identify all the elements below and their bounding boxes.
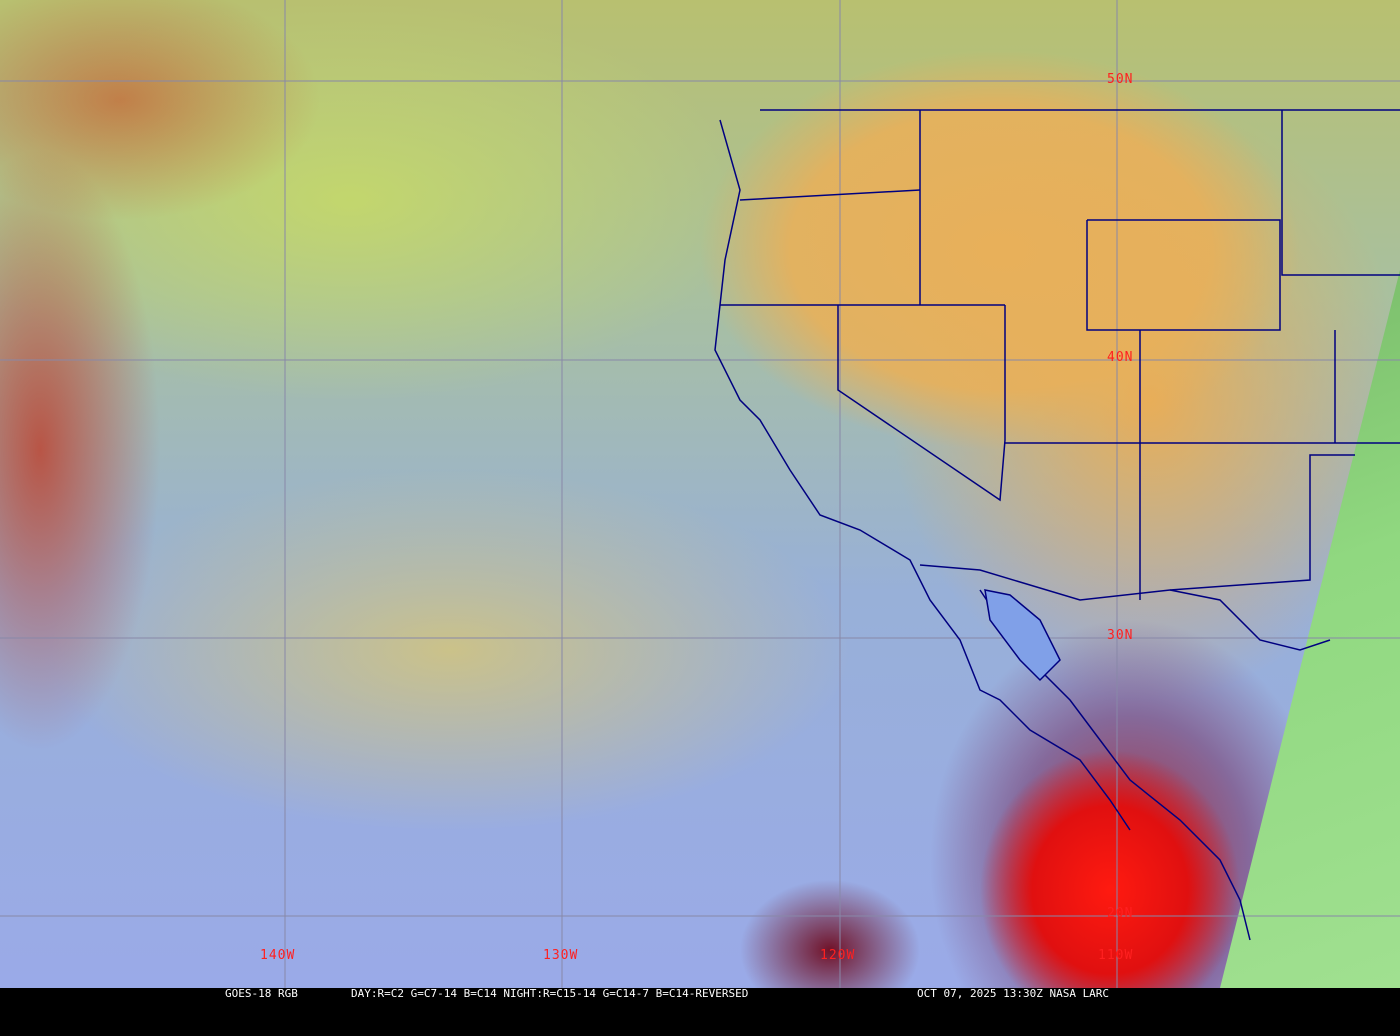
us-mexico-border bbox=[919, 454, 1355, 601]
caption-recipe: DAY:R=C2 G=C7-14 B=C14 NIGHT:R=C15-14 G=… bbox=[351, 987, 749, 1000]
political-borders bbox=[714, 109, 1400, 941]
montana-border bbox=[1281, 110, 1400, 276]
lat-label-40n: 40N bbox=[1107, 350, 1134, 365]
nevada-border bbox=[837, 305, 1006, 502]
map-overlay bbox=[0, 0, 1400, 988]
graticule bbox=[0, 0, 1400, 988]
image-caption-bar: GOES-18 RGB DAY:R=C2 G=C7-14 B=C14 NIGHT… bbox=[0, 988, 1400, 1000]
lon-label-140w: 140W bbox=[260, 948, 296, 963]
utah-arizona-border bbox=[1005, 330, 1400, 600]
caption-timestamp: OCT 07, 2025 13:30Z NASA LARC bbox=[917, 987, 1110, 1000]
oregon-washington-border bbox=[739, 189, 921, 201]
west-coastline bbox=[714, 119, 1131, 831]
caption-satellite: GOES-18 RGB bbox=[225, 987, 298, 1000]
lat-label-50n: 50N bbox=[1107, 72, 1134, 87]
lat-label-30n: 30N bbox=[1107, 628, 1134, 643]
satellite-image: 50N 40N 30N 20N 140W 130W 120W 110W bbox=[0, 0, 1400, 988]
lon-label-110w: 110W bbox=[1098, 948, 1134, 963]
lon-label-130w: 130W bbox=[543, 948, 579, 963]
mexico-mainland-coast bbox=[1169, 589, 1331, 651]
gulf-of-california bbox=[984, 589, 1061, 682]
lat-label-20n: 20N bbox=[1107, 906, 1134, 921]
lon-label-120w: 120W bbox=[820, 948, 856, 963]
idaho-border bbox=[919, 110, 1281, 331]
